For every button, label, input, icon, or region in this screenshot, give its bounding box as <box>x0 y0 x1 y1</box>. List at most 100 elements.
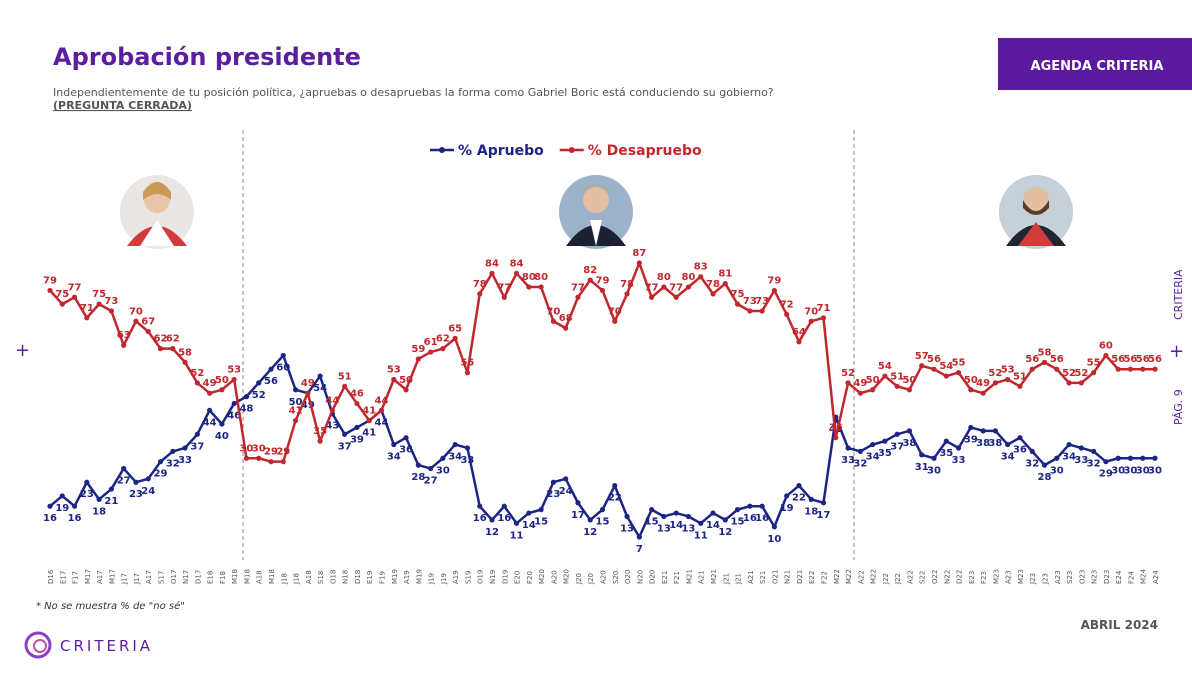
value-label: 60 <box>1099 341 1113 352</box>
point <box>747 308 753 314</box>
value-label: 51 <box>890 371 904 382</box>
value-label: 80 <box>534 272 548 283</box>
value-label: 39 <box>350 434 364 445</box>
point <box>268 366 274 372</box>
point <box>47 503 53 509</box>
photo <box>120 175 194 249</box>
value-label: 44 <box>375 417 389 428</box>
point <box>219 421 225 427</box>
value-label: 79 <box>43 275 57 286</box>
x-tick-label: J17 <box>133 573 141 585</box>
point <box>587 277 593 283</box>
value-label: 41 <box>362 428 376 439</box>
point <box>207 407 213 413</box>
point <box>563 476 569 482</box>
point <box>1103 459 1109 465</box>
point <box>219 387 225 393</box>
point <box>403 435 409 441</box>
x-tick-label: J22 <box>882 573 890 585</box>
value-label: 35 <box>313 426 327 437</box>
logo-mark <box>24 631 52 659</box>
point <box>391 441 397 448</box>
point <box>1140 455 1146 461</box>
point <box>121 342 127 348</box>
value-label: 46 <box>227 410 241 421</box>
point <box>968 387 974 393</box>
value-label: 50 <box>289 397 303 408</box>
point <box>1005 441 1011 448</box>
x-tick-label: A20 <box>600 570 608 584</box>
value-label: 62 <box>436 334 450 345</box>
x-tick-label: O18 <box>329 570 337 584</box>
point <box>231 376 237 383</box>
x-tick-label: S20 <box>612 571 620 584</box>
value-label: 70 <box>608 306 622 317</box>
value-label: 27 <box>424 476 438 487</box>
value-label: 32 <box>1025 458 1039 469</box>
x-tick-label: A22 <box>906 570 914 584</box>
point <box>207 390 213 396</box>
point <box>587 517 593 523</box>
value-label: 52 <box>841 368 855 379</box>
x-tick-label: M23 <box>1017 569 1025 584</box>
point <box>624 513 630 520</box>
point <box>342 383 348 389</box>
point <box>194 380 200 386</box>
x-tick-label: N23 <box>1091 570 1099 584</box>
x-tick-label: E20 <box>514 571 522 584</box>
point <box>391 376 397 383</box>
point <box>1005 376 1011 383</box>
point <box>501 294 507 300</box>
value-label: 44 <box>203 417 217 428</box>
point <box>182 359 188 365</box>
plus: + <box>15 340 30 361</box>
value-label: 32 <box>166 458 180 469</box>
x-tick-label: M22 <box>870 569 878 584</box>
value-label: 15 <box>645 517 659 528</box>
x-tick-label: J23 <box>1042 573 1050 585</box>
value-label: 29 <box>276 447 290 458</box>
value-label: 16 <box>473 513 487 524</box>
value-label: 54 <box>313 383 327 394</box>
point <box>722 280 728 287</box>
value-label: 43 <box>325 421 339 432</box>
point <box>513 520 520 526</box>
x-tick-label: N20 <box>636 570 644 584</box>
photo <box>999 175 1073 249</box>
x-tick-label: M20 <box>563 569 571 584</box>
point <box>428 349 434 355</box>
value-label: 16 <box>68 513 82 524</box>
value-label: 51 <box>338 371 352 382</box>
point <box>784 311 790 317</box>
value-label: 49 <box>853 378 867 389</box>
point <box>464 445 471 451</box>
value-label: 77 <box>68 282 82 293</box>
point <box>378 407 385 413</box>
point <box>292 417 299 424</box>
value-label: 14 <box>706 520 720 531</box>
point <box>845 380 851 386</box>
point <box>280 459 286 465</box>
value-label: 80 <box>657 272 671 283</box>
value-label: 29 <box>264 447 278 458</box>
x-tick-label: J18 <box>280 573 288 585</box>
x-tick-label: J19 <box>428 573 436 585</box>
point <box>526 510 532 516</box>
point <box>256 455 262 461</box>
point <box>157 346 164 352</box>
point <box>71 503 78 509</box>
value-label: 14 <box>522 520 536 531</box>
point <box>931 366 937 372</box>
point <box>366 417 372 424</box>
x-tick-label: E18 <box>207 571 215 584</box>
value-label: 39 <box>964 434 978 445</box>
value-label: 30 <box>436 465 450 476</box>
point <box>1103 352 1109 359</box>
point <box>796 483 802 489</box>
x-tick-label: J19 <box>440 573 448 585</box>
value-label: 75 <box>55 289 69 300</box>
value-label: 68 <box>559 313 573 324</box>
point <box>943 373 949 379</box>
